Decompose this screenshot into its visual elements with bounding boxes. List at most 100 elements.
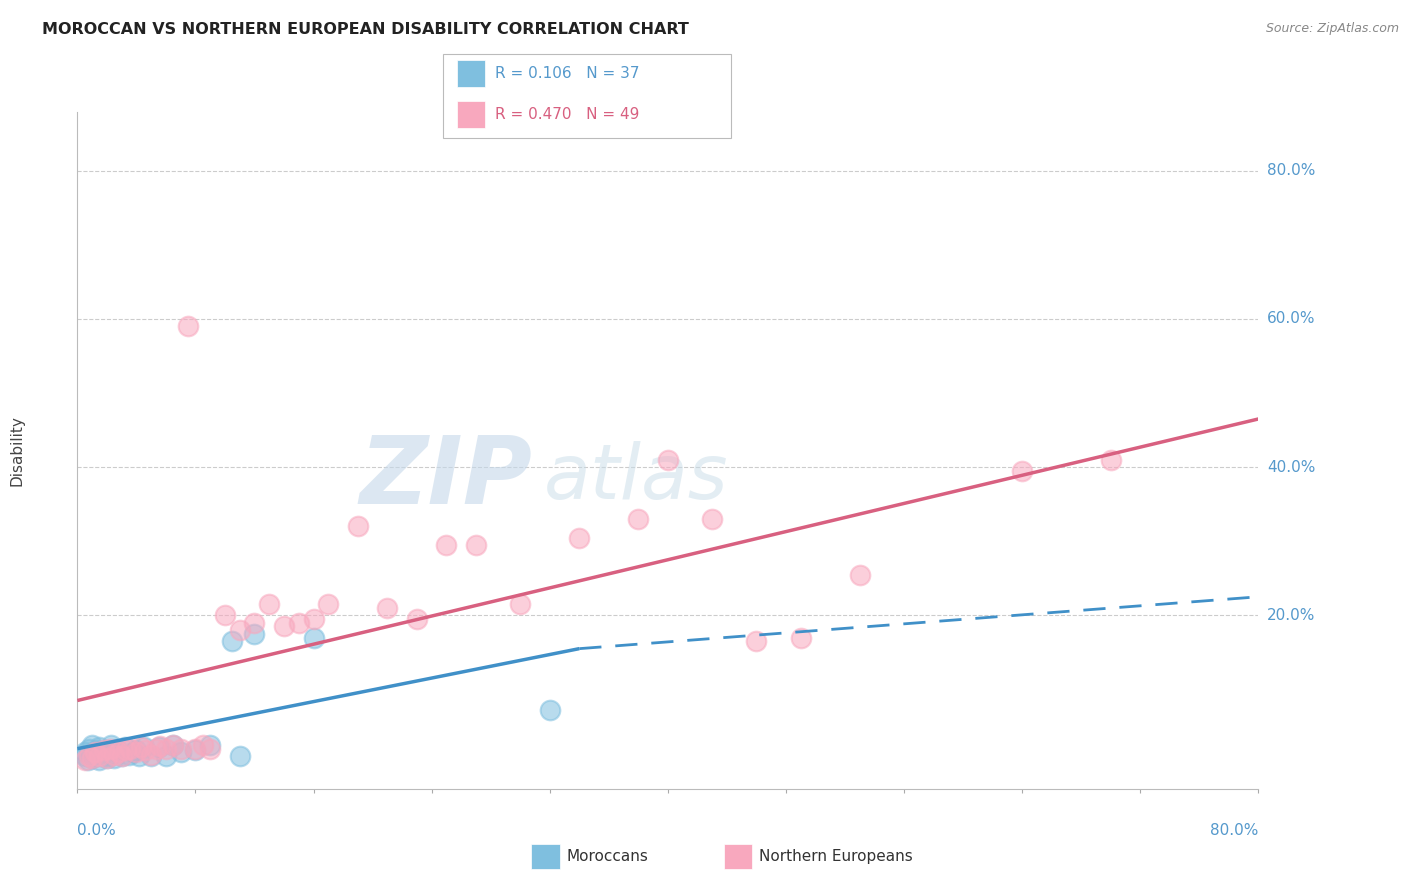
- Text: atlas: atlas: [544, 441, 728, 515]
- Point: [93, 745, 115, 759]
- Text: 0.0%: 0.0%: [77, 823, 117, 838]
- Point: [790, 631, 813, 645]
- Point: [96, 743, 118, 757]
- Text: R = 0.470   N = 49: R = 0.470 N = 49: [495, 107, 640, 122]
- Point: [125, 745, 148, 759]
- Point: [155, 749, 177, 764]
- Point: [76, 753, 98, 767]
- Point: [128, 749, 150, 764]
- Point: [177, 319, 200, 334]
- Point: [82, 750, 104, 764]
- Point: [145, 741, 167, 756]
- Point: [464, 538, 488, 552]
- Point: [93, 743, 115, 757]
- Point: [657, 452, 679, 467]
- Text: Northern Europeans: Northern Europeans: [759, 849, 912, 863]
- Point: [568, 531, 591, 545]
- Point: [103, 747, 125, 762]
- Text: 80.0%: 80.0%: [1267, 163, 1315, 178]
- Point: [103, 750, 125, 764]
- Text: 60.0%: 60.0%: [1267, 311, 1315, 326]
- Point: [82, 750, 104, 764]
- Point: [702, 512, 724, 526]
- Text: 20.0%: 20.0%: [1267, 607, 1315, 623]
- Point: [184, 741, 207, 756]
- Point: [141, 749, 163, 764]
- Point: [89, 740, 111, 755]
- Point: [73, 745, 96, 759]
- Point: [155, 741, 177, 756]
- Point: [89, 749, 111, 764]
- Point: [538, 703, 561, 717]
- Point: [1011, 464, 1033, 478]
- Point: [129, 740, 152, 755]
- Point: [849, 567, 872, 582]
- Point: [302, 631, 325, 645]
- Point: [200, 738, 222, 752]
- Text: R = 0.106   N = 37: R = 0.106 N = 37: [495, 66, 640, 81]
- Point: [228, 749, 252, 764]
- Point: [141, 747, 163, 762]
- Point: [105, 741, 128, 756]
- Point: [111, 749, 132, 764]
- Point: [77, 741, 100, 756]
- Text: Disability: Disability: [10, 415, 24, 486]
- Point: [745, 634, 768, 648]
- Point: [259, 597, 281, 611]
- Point: [288, 615, 311, 630]
- Point: [84, 747, 107, 762]
- Text: ZIP: ZIP: [359, 432, 531, 524]
- Point: [221, 634, 243, 648]
- Point: [149, 739, 172, 754]
- Point: [191, 738, 214, 752]
- Text: 80.0%: 80.0%: [1211, 823, 1258, 838]
- Point: [73, 753, 96, 767]
- Point: [627, 512, 650, 526]
- Point: [122, 745, 145, 759]
- Point: [90, 749, 112, 764]
- Point: [228, 623, 252, 637]
- Point: [111, 749, 132, 764]
- Point: [89, 753, 111, 767]
- Point: [148, 740, 170, 755]
- Point: [346, 519, 368, 533]
- Point: [406, 612, 429, 626]
- Point: [114, 740, 136, 755]
- Point: [98, 747, 121, 762]
- Point: [214, 608, 236, 623]
- Point: [86, 743, 108, 757]
- Text: Source: ZipAtlas.com: Source: ZipAtlas.com: [1265, 22, 1399, 36]
- Point: [170, 741, 193, 756]
- Point: [120, 741, 142, 756]
- Point: [243, 627, 266, 641]
- Point: [100, 738, 122, 752]
- Point: [134, 743, 156, 757]
- Point: [115, 743, 138, 757]
- Point: [118, 747, 141, 762]
- Text: Moroccans: Moroccans: [567, 849, 648, 863]
- Point: [82, 738, 104, 752]
- Point: [273, 619, 295, 633]
- Point: [98, 741, 121, 756]
- Point: [125, 743, 148, 757]
- Point: [96, 750, 118, 764]
- Point: [302, 612, 325, 626]
- Point: [96, 750, 118, 764]
- Point: [107, 745, 129, 759]
- Point: [77, 749, 100, 764]
- Point: [84, 745, 107, 759]
- Text: 40.0%: 40.0%: [1267, 459, 1315, 475]
- Point: [377, 601, 399, 615]
- Point: [73, 749, 96, 764]
- Text: MOROCCAN VS NORTHERN EUROPEAN DISABILITY CORRELATION CHART: MOROCCAN VS NORTHERN EUROPEAN DISABILITY…: [42, 22, 689, 37]
- Point: [243, 615, 266, 630]
- Point: [132, 740, 155, 755]
- Point: [184, 743, 207, 757]
- Point: [509, 597, 531, 611]
- Point: [200, 741, 222, 756]
- Point: [318, 597, 340, 611]
- Point: [1099, 452, 1122, 467]
- Point: [170, 745, 193, 759]
- Point: [436, 538, 458, 552]
- Point: [162, 738, 184, 752]
